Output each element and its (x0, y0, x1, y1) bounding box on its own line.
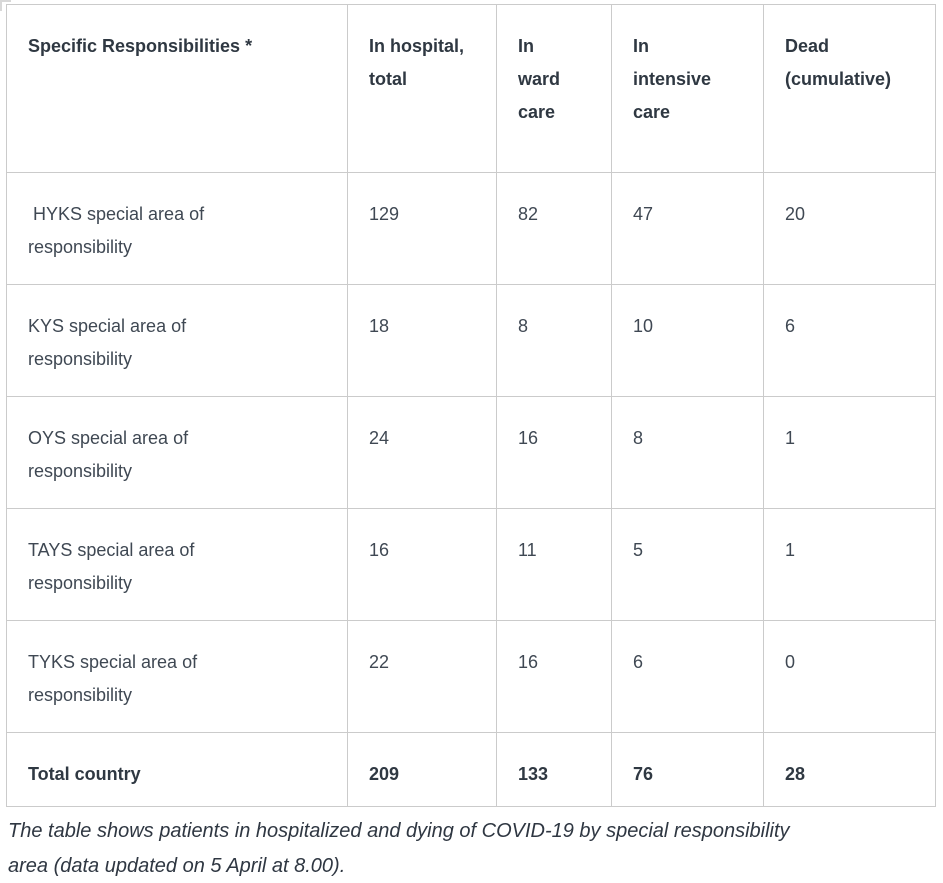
value-cell-in-hospital: 22 (347, 620, 497, 733)
header-cell-dead-cumulative: Dead (cumulative) (763, 4, 936, 173)
table-row-tyks: TYKS special area of responsibility 22 1… (6, 620, 936, 733)
header-cell-in-hospital-total: In hospital, total (347, 4, 497, 173)
header-label-in-intensive-care: In intensive care (633, 36, 712, 122)
total-value-cell-dead: 28 (763, 732, 936, 807)
total-value-cell-intensive-care: 76 (611, 732, 764, 807)
value-cell-intensive-care: 8 (611, 396, 764, 509)
row-label: TAYS special area of responsibility (28, 540, 195, 593)
header-cell-in-intensive-care: In intensive care (611, 4, 764, 173)
table-row-tays: TAYS special area of responsibility 16 1… (6, 508, 936, 621)
total-value-cell-ward-care: 133 (496, 732, 612, 807)
value-cell-dead: 0 (763, 620, 936, 733)
corner-artifact (0, 0, 11, 11)
value-dead: 0 (785, 652, 796, 672)
table-row-total-country: Total country 209 133 76 28 (6, 732, 936, 807)
table-row-kys: KYS special area of responsibility 18 8 … (6, 284, 936, 397)
value-in-hospital: 24 (369, 428, 390, 448)
value-cell-in-hospital: 18 (347, 284, 497, 397)
table-wrapper: Specific Responsibilities * In hospital,… (6, 4, 936, 807)
total-value-cell-in-hospital: 209 (347, 732, 497, 807)
row-label-cell: OYS special area of responsibility (6, 396, 348, 509)
value-cell-ward-care: 16 (496, 396, 612, 509)
total-in-hospital: 209 (369, 764, 400, 784)
table-caption: The table shows patients in hospitalized… (8, 820, 790, 877)
hospitalization-table: Specific Responsibilities * In hospital,… (6, 4, 936, 807)
value-cell-ward-care: 11 (496, 508, 612, 621)
value-in-hospital: 129 (369, 204, 400, 224)
header-label-responsibilities: Specific Responsibilities * (28, 36, 253, 56)
value-cell-in-hospital: 16 (347, 508, 497, 621)
value-in-hospital: 16 (369, 540, 390, 560)
value-ward-care: 16 (518, 652, 539, 672)
total-label-cell: Total country (6, 732, 348, 807)
value-dead: 1 (785, 428, 796, 448)
total-dead: 28 (785, 764, 806, 784)
value-dead: 20 (785, 204, 806, 224)
value-cell-ward-care: 8 (496, 284, 612, 397)
row-label: KYS special area of responsibility (28, 316, 187, 369)
value-intensive-care: 5 (633, 540, 644, 560)
row-label: TYKS special area of responsibility (28, 652, 198, 705)
value-cell-intensive-care: 10 (611, 284, 764, 397)
value-ward-care: 16 (518, 428, 539, 448)
total-ward-care: 133 (518, 764, 549, 784)
row-label-cell: TAYS special area of responsibility (6, 508, 348, 621)
header-cell-in-ward-care: In ward care (496, 4, 612, 173)
value-cell-dead: 20 (763, 172, 936, 285)
header-row: Specific Responsibilities * In hospital,… (6, 4, 936, 173)
value-cell-ward-care: 16 (496, 620, 612, 733)
value-ward-care: 8 (518, 316, 529, 336)
value-intensive-care: 6 (633, 652, 644, 672)
total-intensive-care: 76 (633, 764, 654, 784)
row-label: OYS special area of responsibility (28, 428, 189, 481)
value-dead: 1 (785, 540, 796, 560)
value-cell-ward-care: 82 (496, 172, 612, 285)
value-ward-care: 82 (518, 204, 539, 224)
value-cell-intensive-care: 47 (611, 172, 764, 285)
value-cell-in-hospital: 129 (347, 172, 497, 285)
header-label-in-hospital-total: In hospital, total (369, 36, 465, 89)
row-label-cell: TYKS special area of responsibility (6, 620, 348, 733)
table-row-oys: OYS special area of responsibility 24 16… (6, 396, 936, 509)
value-cell-intensive-care: 5 (611, 508, 764, 621)
value-intensive-care: 47 (633, 204, 654, 224)
value-dead: 6 (785, 316, 796, 336)
value-in-hospital: 18 (369, 316, 390, 336)
value-in-hospital: 22 (369, 652, 390, 672)
value-intensive-care: 10 (633, 316, 654, 336)
value-cell-dead: 6 (763, 284, 936, 397)
header-cell-responsibilities: Specific Responsibilities * (6, 4, 348, 173)
table-row-hyks: HYKS special area of responsibility 129 … (6, 172, 936, 285)
value-cell-intensive-care: 6 (611, 620, 764, 733)
header-label-in-ward-care: In ward care (518, 36, 561, 122)
value-ward-care: 11 (518, 540, 537, 560)
value-intensive-care: 8 (633, 428, 644, 448)
row-label-cell: HYKS special area of responsibility (6, 172, 348, 285)
value-cell-in-hospital: 24 (347, 396, 497, 509)
value-cell-dead: 1 (763, 508, 936, 621)
row-label: HYKS special area of responsibility (28, 204, 205, 257)
row-label-cell: KYS special area of responsibility (6, 284, 348, 397)
total-label: Total country (28, 764, 141, 784)
header-label-dead-cumulative: Dead (cumulative) (785, 36, 892, 89)
value-cell-dead: 1 (763, 396, 936, 509)
